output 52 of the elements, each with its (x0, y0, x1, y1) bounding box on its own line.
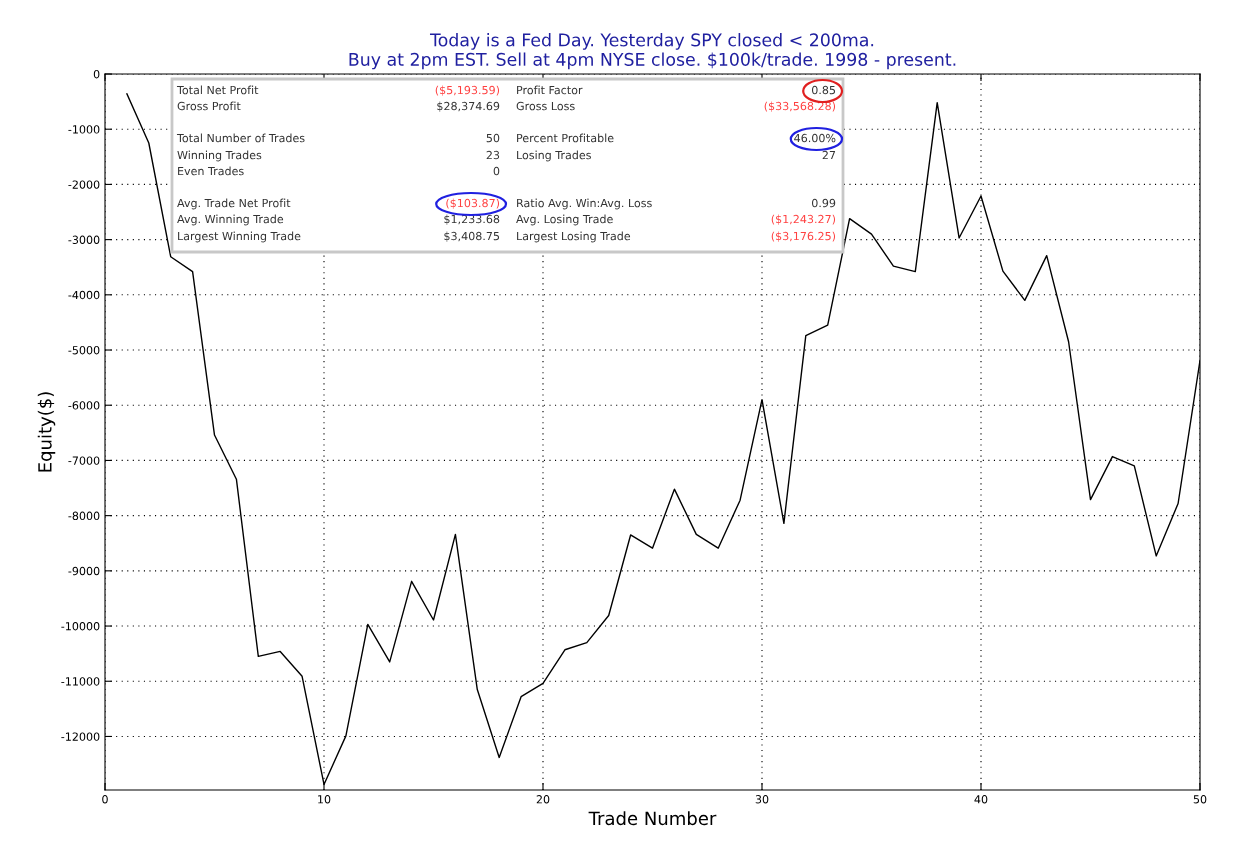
annotation: ($1,243.27) (771, 214, 836, 225)
annotation: 0.99 (811, 198, 836, 208)
annotation: Profit Factor (517, 85, 583, 95)
annotation: $3,408.75 (444, 231, 500, 242)
annotation: Avg. Losing Trade (516, 214, 613, 226)
x-tick-label: 40 (974, 795, 988, 804)
x-tick-label: 0 (102, 795, 108, 804)
annotation: Largest Losing Trade (517, 231, 631, 243)
y-tick-label: -2000 (68, 180, 100, 189)
annotation: Gross Profit (177, 101, 241, 111)
annotation: 0.85 (811, 85, 836, 95)
annotation: Even Trades (178, 166, 244, 176)
annotation: 0 (493, 166, 500, 176)
annotation: Losing Trades (517, 150, 591, 162)
annotation: ($103.87) (446, 198, 500, 209)
x-tick-label: 30 (755, 795, 769, 804)
annotation: Total Net Profit (176, 85, 259, 95)
annotation: 46.00% (794, 133, 836, 143)
annotation: Avg. Winning Trade (177, 214, 284, 226)
annotation: ($5,193.59) (435, 85, 500, 96)
y-tick-label: -9000 (68, 566, 100, 576)
y-tick-label: -12000 (61, 732, 100, 741)
annotation: 50 (486, 133, 500, 143)
annotation: 27 (822, 150, 836, 160)
y-tick-label: -4000 (68, 290, 100, 300)
annotation: Largest Winning Trade (178, 231, 301, 243)
y-tick-label: -1000 (68, 125, 100, 134)
y-tick-label: -10000 (61, 622, 100, 631)
x-axis-title: Trade Number (588, 811, 717, 826)
y-tick-label: -8000 (68, 511, 100, 521)
x-tick-label: 20 (536, 795, 550, 804)
y-axis-title: Equity($) (37, 392, 56, 472)
annotation: Total Number of Trades (176, 133, 305, 143)
annotation: Winning Trades (177, 150, 262, 162)
annotation: $1,233.68 (444, 214, 500, 225)
y-tick-label: -6000 (68, 401, 100, 410)
annotation: Percent Profitable (517, 133, 614, 143)
y-tick-label: -3000 (68, 235, 100, 244)
x-tick-label: 50 (1193, 795, 1207, 804)
annotation: Gross Loss (516, 101, 575, 111)
annotation: $28,374.69 (437, 101, 500, 112)
y-tick-label: 0 (93, 69, 100, 79)
annotation: 23 (486, 150, 500, 160)
y-tick-label: -11000 (61, 677, 100, 686)
y-tick-label: -7000 (68, 456, 100, 465)
chart-title: Today is a Fed Day. Yesterday SPY closed < 200ma. Buy at 2pm EST. Sell at 4pm NYSE close. $100k/trade. 1998 - present. (349, 33, 956, 70)
annotation: ($3,176.25) (771, 231, 836, 242)
x-tick-label: 10 (318, 795, 331, 804)
annotation: Avg. Trade Net Profit (177, 198, 291, 210)
y-tick-label: -5000 (68, 346, 100, 355)
annotation: ($33,568.28) (764, 101, 836, 112)
annotation: Ratio Avg. Win:Avg. Loss (517, 198, 652, 210)
